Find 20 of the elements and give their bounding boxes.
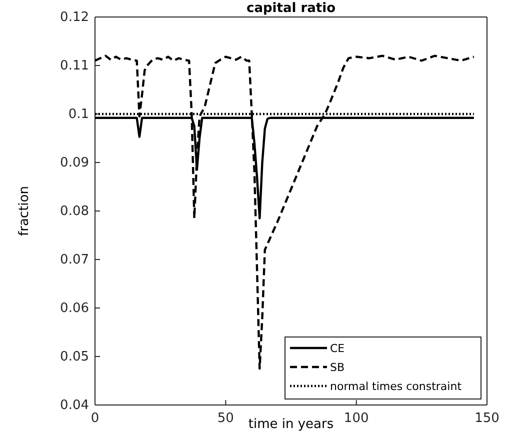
y-tick-label: 0.1 — [68, 107, 89, 122]
x-tick-label: 0 — [90, 411, 100, 426]
y-tick-label: 0.07 — [60, 252, 89, 268]
x-tick-label: 50 — [217, 411, 234, 426]
y-tick-label: 0.12 — [60, 10, 89, 26]
y-tick-label: 0.05 — [60, 350, 89, 365]
x-tick-label: 100 — [344, 411, 369, 426]
chart-title: capital ratio — [246, 1, 336, 16]
y-axis-title: fraction — [17, 186, 32, 236]
y-tick-label: 0.08 — [60, 204, 89, 220]
x-tick-label: 150 — [474, 411, 500, 426]
legend-label: SB — [330, 361, 345, 374]
y-tick-label: 0.06 — [60, 301, 89, 316]
line-series — [94, 54, 476, 370]
x-axis-title: time in years — [248, 417, 334, 432]
y-tick-label: 0.04 — [60, 398, 89, 414]
legend-label: normal times constraint — [330, 380, 462, 393]
y-tick-label: 0.11 — [60, 58, 89, 74]
legend-label: CE — [330, 342, 345, 355]
y-tick-label: 0.09 — [60, 156, 89, 171]
